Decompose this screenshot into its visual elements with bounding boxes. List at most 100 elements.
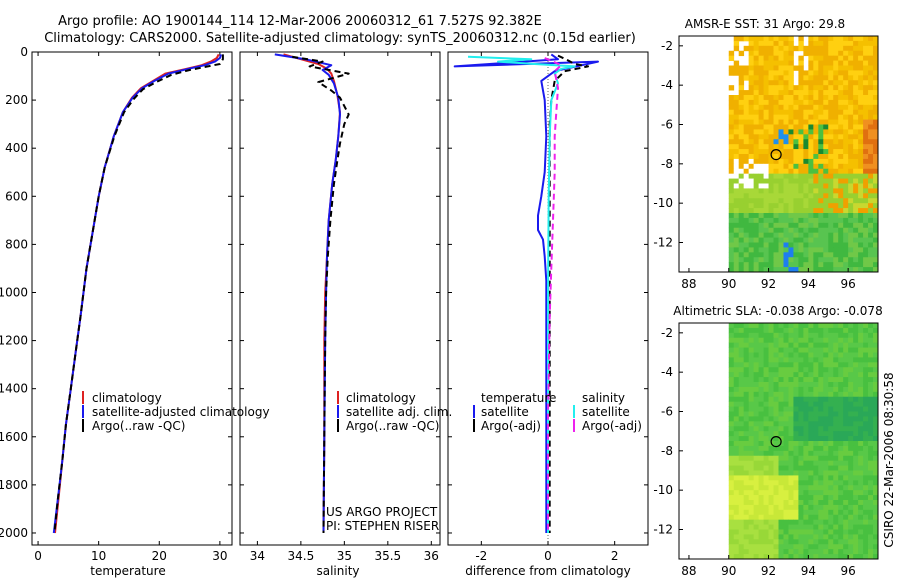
x-tick-label: 35.5	[374, 549, 401, 563]
map-cell	[803, 104, 809, 111]
map-cell	[728, 465, 735, 471]
map-cell	[783, 213, 789, 219]
map-cell	[783, 524, 789, 530]
map-cell	[818, 450, 824, 457]
y-tick-label: -2	[661, 326, 673, 340]
map-cell	[778, 470, 784, 476]
map-cell	[758, 544, 764, 550]
map-cell	[733, 188, 740, 194]
map-cell	[738, 352, 745, 358]
map-cell	[788, 544, 794, 550]
map-cell	[728, 470, 735, 476]
map-cell	[773, 247, 779, 253]
map-cell	[828, 554, 834, 559]
map-cell	[838, 509, 844, 516]
map-cell	[738, 85, 745, 91]
map-cell	[853, 352, 859, 358]
map-cell	[738, 198, 745, 204]
map-cell	[788, 554, 794, 559]
x-tick-label: 90	[721, 564, 736, 578]
map-cell	[783, 485, 789, 491]
map-cell	[798, 85, 804, 91]
map-cell	[783, 441, 789, 447]
map-cell	[733, 391, 740, 398]
map-cell	[813, 514, 819, 521]
map-cell	[768, 367, 774, 373]
map-cell	[868, 529, 874, 535]
map-cell	[743, 534, 750, 540]
map-cell	[843, 40, 849, 47]
map-cell	[848, 367, 854, 373]
map-cell	[818, 188, 824, 194]
map-cell	[808, 119, 814, 125]
map-cell	[738, 470, 745, 476]
temperature-legend-satellite: satellite-adjusted climatology	[92, 405, 270, 419]
map-cell	[848, 217, 854, 224]
map-cell	[808, 45, 814, 52]
map-cell	[743, 426, 750, 432]
map-cell	[853, 391, 859, 398]
map-cell	[768, 109, 774, 116]
map-cell	[833, 222, 839, 229]
map-cell	[863, 391, 869, 398]
map-cell	[853, 490, 859, 496]
map-cell	[818, 163, 824, 170]
map-cell	[753, 323, 760, 329]
map-cell	[868, 436, 874, 442]
map-cell	[848, 119, 854, 125]
map-cell	[823, 90, 829, 96]
map-cell	[758, 60, 764, 66]
map-cell	[743, 178, 750, 184]
map-cell	[803, 80, 809, 86]
map-cell	[783, 99, 789, 106]
y-tick-label: 1200	[0, 334, 28, 348]
map-cell	[863, 460, 869, 466]
map-cell	[728, 421, 735, 427]
map-cell	[748, 90, 755, 96]
map-cell	[868, 372, 874, 378]
y-tick-label: 800	[5, 237, 28, 251]
map-cell	[773, 36, 779, 42]
map-cell	[758, 450, 764, 457]
map-cell	[788, 188, 794, 194]
map-cell	[848, 70, 854, 76]
map-cell	[833, 475, 839, 481]
map-cell	[863, 327, 869, 334]
map-cell	[838, 109, 844, 116]
map-cell	[868, 509, 874, 516]
map-cell	[748, 480, 755, 486]
map-cell	[828, 529, 834, 535]
map-cell	[843, 470, 849, 476]
map-cell	[748, 357, 755, 363]
map-cell	[763, 549, 769, 555]
map-cell	[863, 227, 869, 234]
map-cell	[773, 252, 779, 258]
map-cell	[743, 149, 750, 155]
map-cell	[763, 416, 769, 422]
salinity-ticks: 34 34.5 35 35.5 36	[240, 51, 440, 563]
map-cell	[758, 401, 764, 407]
map-cell	[838, 406, 844, 412]
map-cell	[728, 450, 735, 457]
map-cell	[843, 104, 849, 111]
map-cell	[808, 485, 814, 491]
map-cell	[858, 208, 864, 214]
map-cell	[818, 519, 824, 525]
map-cell	[858, 154, 864, 160]
sla-map-panel: Altimetric SLA: -0.038 Argo: -0.078 88 90…	[653, 304, 882, 578]
map-cell	[848, 544, 854, 550]
map-cell	[813, 441, 819, 447]
map-cell	[838, 441, 844, 447]
map-cell	[813, 36, 819, 42]
map-cell	[813, 431, 819, 437]
map-cell	[873, 242, 878, 248]
map-cell	[798, 227, 804, 234]
map-cell	[733, 470, 740, 476]
map-cell	[848, 208, 854, 214]
map-cell	[863, 232, 869, 238]
map-cell	[863, 382, 869, 388]
map-cell	[868, 549, 874, 555]
map-cell	[843, 323, 849, 329]
map-cell	[778, 554, 784, 559]
map-cell	[743, 460, 750, 466]
